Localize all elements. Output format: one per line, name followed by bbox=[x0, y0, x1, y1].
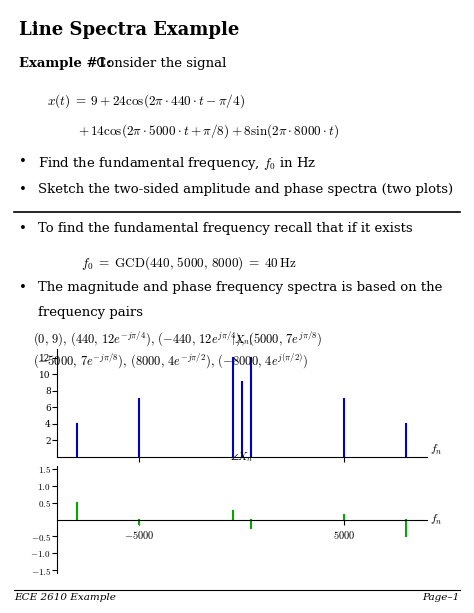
Text: Example #1:: Example #1: bbox=[19, 57, 112, 70]
Text: ECE 2610 Example: ECE 2610 Example bbox=[14, 593, 116, 602]
Text: Find the fundamental frequency, $f_0$ in Hz: Find the fundamental frequency, $f_0$ in… bbox=[38, 154, 317, 172]
Text: Consider the signal: Consider the signal bbox=[92, 57, 227, 70]
Text: $f_0\;=\;\mathrm{GCD}(440,\,5000,\,8000)\;=\;40\,\mathrm{Hz}$: $f_0\;=\;\mathrm{GCD}(440,\,5000,\,8000)… bbox=[81, 254, 296, 272]
Text: $f_n$: $f_n$ bbox=[430, 512, 443, 527]
Text: $(0,\,9),\,(440,\,12e^{-j\pi/4}),\,(-440,\,12e^{j\pi/4}),\,(5000,\,7e^{j\pi/8})$: $(0,\,9),\,(440,\,12e^{-j\pi/4}),\,(-440… bbox=[33, 330, 322, 349]
Text: frequency pairs: frequency pairs bbox=[38, 306, 143, 319]
Text: $\angle X_n$: $\angle X_n$ bbox=[230, 450, 254, 463]
Text: Sketch the two-sided amplitude and phase spectra (two plots): Sketch the two-sided amplitude and phase… bbox=[38, 183, 453, 196]
Text: The magnitude and phase frequency spectra is based on the: The magnitude and phase frequency spectr… bbox=[38, 281, 442, 294]
Text: •: • bbox=[19, 223, 27, 235]
Text: Page–1: Page–1 bbox=[422, 593, 460, 602]
Text: To find the fundamental frequency recall that if it exists: To find the fundamental frequency recall… bbox=[38, 223, 412, 235]
Text: $x(t)\;=\;9+24\cos(2\pi\cdot 440\cdot t-\pi/4)$: $x(t)\;=\;9+24\cos(2\pi\cdot 440\cdot t-… bbox=[47, 93, 246, 110]
Text: $|X_n|$: $|X_n|$ bbox=[231, 333, 253, 347]
Text: $(-5000,\,7e^{-j\pi/8}),\,(8000,\,4e^{-j\pi/2}),\,(-8000,\,4e^{j(\pi/2)})$: $(-5000,\,7e^{-j\pi/8}),\,(8000,\,4e^{-j… bbox=[33, 352, 309, 371]
Text: •: • bbox=[19, 154, 27, 168]
Text: $+\,14\cos(2\pi\cdot 5000\cdot t+\pi/8)+8\sin(2\pi\cdot 8000\cdot t)$: $+\,14\cos(2\pi\cdot 5000\cdot t+\pi/8)+… bbox=[78, 123, 339, 140]
Text: •: • bbox=[19, 281, 27, 294]
Text: Line Spectra Example: Line Spectra Example bbox=[19, 21, 239, 39]
Text: $f_n$: $f_n$ bbox=[430, 443, 443, 457]
Text: •: • bbox=[19, 183, 27, 196]
